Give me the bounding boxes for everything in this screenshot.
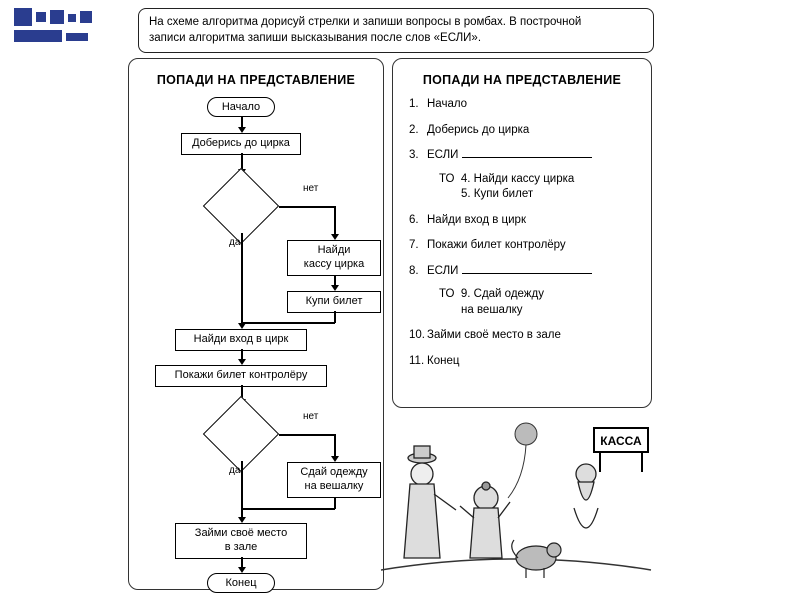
step-7: 7.Покажи билет контролёру: [409, 238, 639, 254]
terminator-start: Начало: [207, 97, 275, 117]
blank-2[interactable]: [462, 264, 592, 274]
process-find-entrance: Найди вход в цирк: [175, 329, 307, 351]
step-10: 10.Займи своё место в зале: [409, 328, 639, 344]
flowchart-title: ПОПАДИ НА ПРЕДСТАВЛЕНИЕ: [137, 73, 375, 87]
process-buy-ticket: Купи билет: [287, 291, 381, 313]
step-1: 1.Начало: [409, 97, 639, 113]
instruction-line2: записи алгоритма запиши высказывания пос…: [149, 32, 481, 44]
text-algorithm-column: ПОПАДИ НА ПРЕДСТАВЛЕНИЕ 1.Начало 2.Добер…: [392, 58, 652, 408]
process-coat-check: Сдай одежду на вешалку: [287, 462, 381, 498]
step-3: 3.ЕСЛИ ТО 4. Найди кассу цирка 5. Купи б…: [409, 148, 639, 203]
kassa-sign-text: КАССА: [600, 434, 642, 448]
step-2: 2.Доберись до цирка: [409, 123, 639, 139]
step-6: 6.Найди вход в цирк: [409, 213, 639, 229]
process-reach-circus: Доберись до цирка: [181, 133, 301, 155]
decorative-squares: [14, 8, 92, 42]
terminator-end: Конец: [207, 573, 275, 593]
steps-list: 1.Начало 2.Доберись до цирка 3.ЕСЛИ ТО 4…: [401, 97, 643, 369]
process-find-booth: Найди кассу цирка: [287, 240, 381, 276]
step-8: 8.ЕСЛИ ТО 9. Сдай одежду на вешалку: [409, 264, 639, 319]
process-take-seat: Займи своё место в зале: [175, 523, 307, 559]
decision-2-no: нет: [303, 411, 318, 422]
process-show-ticket: Покажи билет контролёру: [155, 365, 327, 387]
decision-2-yes: да: [229, 465, 240, 476]
step-11: 11.Конец: [409, 354, 639, 370]
instruction-line1: На схеме алгоритма дорисуй стрелки и зап…: [149, 16, 581, 28]
flowchart-column: ПОПАДИ НА ПРЕДСТАВЛЕНИЕ Начало Доберись …: [128, 58, 384, 590]
instruction-box: На схеме алгоритма дорисуй стрелки и зап…: [138, 8, 654, 53]
blank-1[interactable]: [462, 148, 592, 158]
circus-illustration: КАССА: [376, 398, 656, 588]
decision-1-no: нет: [303, 183, 318, 194]
flowchart-canvas: Начало Доберись до цирка да нет Найди ка…: [137, 97, 375, 587]
text-title: ПОПАДИ НА ПРЕДСТАВЛЕНИЕ: [401, 73, 643, 87]
decision-1-yes: да: [229, 237, 240, 248]
